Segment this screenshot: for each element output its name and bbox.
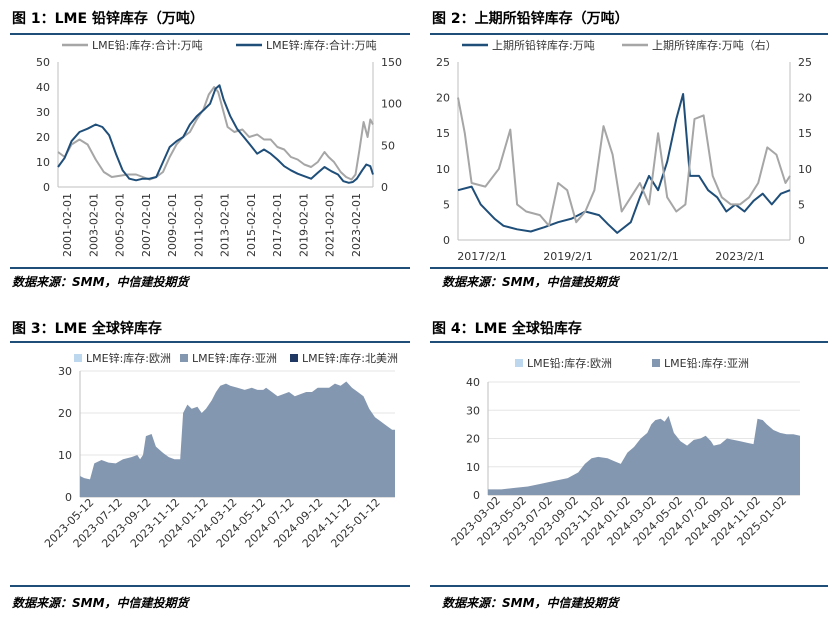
chart1-xtick-8: 2017-02-01 <box>271 193 284 257</box>
chart1-xtick-2: 2005-02-01 <box>114 193 127 257</box>
chart2-y2tick-0: 0 <box>798 234 805 247</box>
chart3-series-0-area <box>80 381 395 497</box>
chart1-xtick-7: 2015-02-01 <box>245 193 258 257</box>
chart1-xtick-1: 2003-02-01 <box>87 193 100 257</box>
chart4-ytick-3: 30 <box>466 404 480 417</box>
chart2-ytick-5: 25 <box>436 56 450 69</box>
chart1-xtick-0: 2001-02-01 <box>61 193 74 257</box>
chart1-xtick-3: 2007-02-01 <box>140 193 153 257</box>
fig1-bottom-rule <box>10 267 410 269</box>
chart2-legend-1-label: 上期所锌库存:万吨（右） <box>652 38 777 52</box>
chart2-y2tick-3: 15 <box>798 127 812 140</box>
chart1-xtick-5: 2011-02-01 <box>192 193 205 257</box>
chart1-xtick-11: 2023-02-01 <box>350 193 363 257</box>
chart4-legend-1-swatch <box>652 359 660 367</box>
fig2-source: 数据来源：SMM，中信建投期货 <box>442 275 619 289</box>
fig3-top-rule <box>10 341 410 343</box>
chart3-ytick-3: 30 <box>58 365 72 378</box>
chart4-ytick-0: 0 <box>473 489 480 502</box>
chart1-y2tick-0: 0 <box>381 181 388 194</box>
chart3-legend-2-label: LME锌:库存:北美洲 <box>302 351 398 365</box>
chart1-ytick-1: 10 <box>36 156 50 169</box>
fig2-bottom-rule <box>430 267 828 269</box>
chart1-series-1-line <box>57 84 374 184</box>
fig4-bottom-rule <box>430 585 828 587</box>
chart4-legend-1-label: LME铅:库存:亚洲 <box>664 356 749 370</box>
fig3-title: 图 3：LME 全球锌库存 <box>12 321 162 337</box>
chart1-y2tick-1: 50 <box>381 139 395 152</box>
fig3-bottom-rule <box>10 585 410 587</box>
chart3-legend-2-swatch <box>290 354 298 362</box>
chart1-ytick-0: 0 <box>43 181 50 194</box>
chart1-ytick-5: 50 <box>36 56 50 69</box>
chart2-y2tick-4: 20 <box>798 92 812 105</box>
fig1-source: 数据来源：SMM，中信建投期货 <box>12 275 189 289</box>
fig2-top-rule <box>430 33 828 35</box>
fig4-top-rule <box>430 341 828 343</box>
fig1-top-rule <box>10 33 410 35</box>
chart4-legend-0-label: LME铅:库存:欧洲 <box>527 356 612 370</box>
fig4-source: 数据来源：SMM，中信建投期货 <box>442 596 619 610</box>
chart2-series-0-line <box>457 93 791 234</box>
fig2-title: 图 2：上期所铅锌库存（万吨） <box>432 11 629 27</box>
chart1-series-0-line <box>57 86 374 181</box>
chart3-ytick-2: 20 <box>58 407 72 420</box>
chart4-legend-0-swatch <box>515 359 523 367</box>
chart3-legend-0-label: LME锌:库存:欧洲 <box>86 351 171 365</box>
chart1-legend-1-label: LME锌:库存:合计:万吨 <box>266 38 377 52</box>
chart2-legend-0-label: 上期所铅锌库存:万吨 <box>492 38 595 52</box>
chart4-ytick-4: 40 <box>466 376 480 389</box>
chart3-legend-1-label: LME锌:库存:亚洲 <box>192 351 277 365</box>
chart1-y2tick-2: 100 <box>381 98 402 111</box>
chart2-ytick-3: 15 <box>436 127 450 140</box>
fig3-source: 数据来源：SMM，中信建投期货 <box>12 596 189 610</box>
chart1-xtick-4: 2009-02-01 <box>166 193 179 257</box>
chart2-ytick-2: 10 <box>436 163 450 176</box>
chart2-ytick-4: 20 <box>436 92 450 105</box>
chart2-xtick-0: 2017/2/1 <box>457 250 506 263</box>
chart2-series-1-line <box>457 97 791 227</box>
chart1-y2tick-3: 150 <box>381 56 402 69</box>
chart4-series-0-area <box>488 415 800 495</box>
chart1-ytick-3: 30 <box>36 106 50 119</box>
chart3-ytick-1: 10 <box>58 449 72 462</box>
chart4-ytick-2: 20 <box>466 433 480 446</box>
chart1-legend-0-label: LME铅:库存:合计:万吨 <box>92 38 203 52</box>
chart2-y2tick-1: 5 <box>798 198 805 211</box>
chart1-xtick-9: 2019-02-01 <box>297 193 310 257</box>
chart2-xtick-2: 2021/2/1 <box>629 250 678 263</box>
chart3-legend-1-swatch <box>180 354 188 362</box>
chart4-ytick-1: 10 <box>466 461 480 474</box>
chart2-ytick-1: 5 <box>443 198 450 211</box>
chart1-xtick-6: 2013-02-01 <box>219 193 232 257</box>
chart2-xtick-3: 2023/2/1 <box>715 250 764 263</box>
chart2-y2tick-2: 10 <box>798 163 812 176</box>
fig1-title: 图 1：LME 铅锌库存（万吨） <box>12 11 204 27</box>
chart2-xtick-1: 2019/2/1 <box>543 250 592 263</box>
chart2-y2tick-5: 25 <box>798 56 812 69</box>
chart3-legend-0-swatch <box>74 354 82 362</box>
chart2-ytick-0: 0 <box>443 234 450 247</box>
chart1-ytick-2: 20 <box>36 131 50 144</box>
fig4-title: 图 4：LME 全球铅库存 <box>432 321 582 337</box>
chart1-ytick-4: 40 <box>36 81 50 94</box>
chart1-xtick-10: 2021-02-01 <box>324 193 337 257</box>
chart3-ytick-0: 0 <box>65 491 72 504</box>
